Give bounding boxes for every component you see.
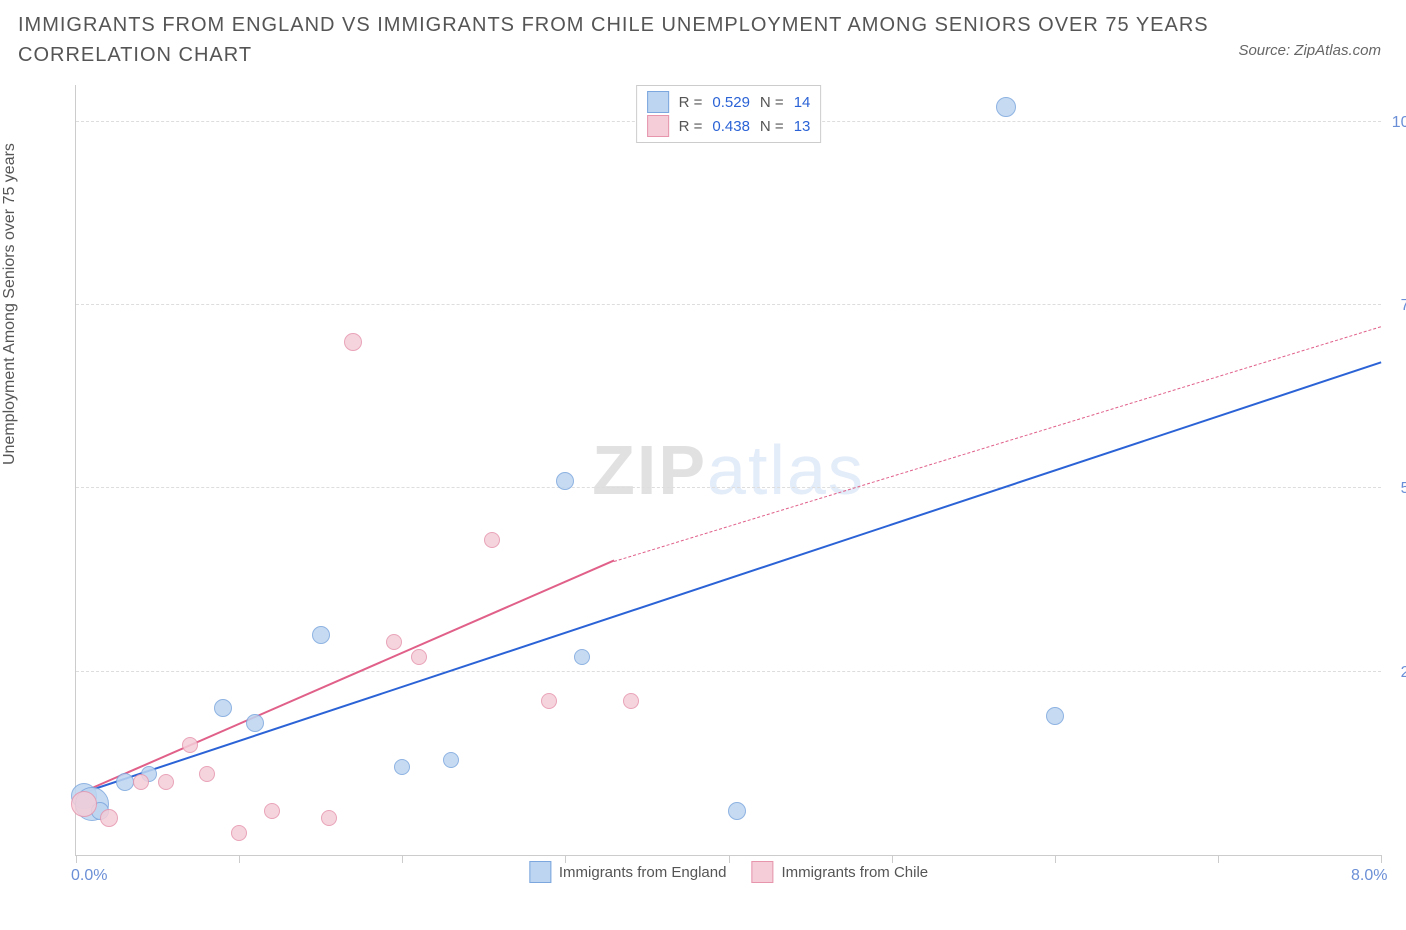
legend-item-england: Immigrants from England bbox=[529, 861, 727, 883]
data-point-england bbox=[728, 802, 746, 820]
data-point-england bbox=[1046, 707, 1064, 725]
stats-row-england: R = 0.529 N = 14 bbox=[647, 90, 811, 114]
y-tick-label: 75.0% bbox=[1401, 297, 1406, 315]
data-point-chile bbox=[264, 803, 280, 819]
r-value-england: 0.529 bbox=[712, 94, 750, 111]
watermark-zip: ZIP bbox=[592, 431, 707, 509]
data-point-chile bbox=[199, 766, 215, 782]
data-point-england bbox=[574, 649, 590, 665]
r-label: R = bbox=[679, 94, 703, 111]
data-point-chile bbox=[484, 532, 500, 548]
data-point-england bbox=[394, 759, 410, 775]
y-tick-label: 100.0% bbox=[1392, 114, 1406, 132]
plot-area: ZIPatlas R = 0.529 N = 14 R = 0.438 N = … bbox=[75, 85, 1381, 856]
x-tick-label: 0.0% bbox=[71, 867, 107, 885]
data-point-england bbox=[556, 472, 574, 490]
chart-container: IMMIGRANTS FROM ENGLAND VS IMMIGRANTS FR… bbox=[0, 0, 1406, 930]
legend-label-england: Immigrants from England bbox=[559, 864, 727, 881]
swatch-chile bbox=[751, 861, 773, 883]
watermark: ZIPatlas bbox=[592, 430, 865, 510]
x-tick-mark bbox=[1055, 855, 1056, 863]
regression-line bbox=[76, 362, 1382, 797]
x-tick-mark bbox=[892, 855, 893, 863]
x-tick-mark bbox=[1218, 855, 1219, 863]
data-point-chile bbox=[386, 634, 402, 650]
n-label: N = bbox=[760, 118, 784, 135]
swatch-chile bbox=[647, 115, 669, 137]
x-tick-mark bbox=[1381, 855, 1382, 863]
r-label: R = bbox=[679, 118, 703, 135]
data-point-chile bbox=[321, 810, 337, 826]
x-tick-mark bbox=[565, 855, 566, 863]
source-attribution: Source: ZipAtlas.com bbox=[1238, 42, 1381, 59]
stats-legend: R = 0.529 N = 14 R = 0.438 N = 13 bbox=[636, 85, 822, 143]
chart-title: IMMIGRANTS FROM ENGLAND VS IMMIGRANTS FR… bbox=[18, 10, 1266, 70]
data-point-england bbox=[996, 97, 1016, 117]
n-value-england: 14 bbox=[794, 94, 811, 111]
data-point-chile bbox=[71, 791, 97, 817]
data-point-chile bbox=[541, 693, 557, 709]
y-axis-title: Unemployment Among Seniors over 75 years bbox=[1, 143, 19, 465]
data-point-chile bbox=[182, 737, 198, 753]
gridline bbox=[76, 671, 1381, 672]
regression-line bbox=[76, 560, 615, 796]
series-legend: Immigrants from England Immigrants from … bbox=[529, 861, 928, 883]
data-point-chile bbox=[411, 649, 427, 665]
data-point-chile bbox=[100, 809, 118, 827]
n-value-chile: 13 bbox=[794, 118, 811, 135]
data-point-chile bbox=[133, 774, 149, 790]
x-tick-mark bbox=[76, 855, 77, 863]
data-point-england bbox=[116, 773, 134, 791]
data-point-chile bbox=[344, 333, 362, 351]
swatch-england bbox=[647, 91, 669, 113]
x-tick-mark bbox=[239, 855, 240, 863]
data-point-chile bbox=[231, 825, 247, 841]
data-point-chile bbox=[158, 774, 174, 790]
gridline bbox=[76, 487, 1381, 488]
data-point-england bbox=[214, 699, 232, 717]
regression-line bbox=[614, 326, 1381, 562]
watermark-atlas: atlas bbox=[707, 431, 865, 509]
r-value-chile: 0.438 bbox=[712, 118, 750, 135]
x-tick-mark bbox=[402, 855, 403, 863]
data-point-england bbox=[312, 626, 330, 644]
gridline bbox=[76, 304, 1381, 305]
y-tick-label: 50.0% bbox=[1401, 480, 1406, 498]
legend-label-chile: Immigrants from Chile bbox=[781, 864, 928, 881]
stats-row-chile: R = 0.438 N = 13 bbox=[647, 114, 811, 138]
data-point-england bbox=[443, 752, 459, 768]
swatch-england bbox=[529, 861, 551, 883]
y-tick-label: 25.0% bbox=[1401, 664, 1406, 682]
n-label: N = bbox=[760, 94, 784, 111]
x-tick-mark bbox=[729, 855, 730, 863]
legend-item-chile: Immigrants from Chile bbox=[751, 861, 928, 883]
data-point-england bbox=[246, 714, 264, 732]
x-tick-label: 8.0% bbox=[1351, 867, 1387, 885]
data-point-chile bbox=[623, 693, 639, 709]
